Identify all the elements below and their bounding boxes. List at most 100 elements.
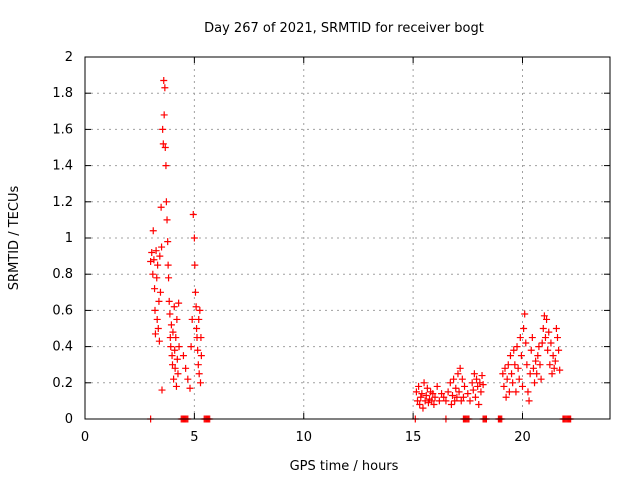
data-point-marker (196, 306, 204, 314)
data-point-marker (433, 382, 441, 390)
data-point-marker (179, 352, 187, 360)
data-point-marker (161, 84, 169, 92)
data-point-marker (156, 252, 164, 260)
data-point-marker (168, 352, 176, 360)
data-point-marker (545, 328, 553, 336)
data-point-marker (548, 370, 556, 378)
y-tick-label: 2 (65, 50, 73, 65)
y-tick-label: 1.4 (52, 159, 73, 174)
data-point-marker (156, 288, 164, 296)
data-point-marker (420, 379, 428, 387)
data-point-marker (442, 397, 450, 405)
data-point-marker (160, 77, 168, 85)
data-point-marker (184, 375, 192, 383)
data-point-marker (453, 393, 461, 401)
x-axis-label: GPS time / hours (290, 459, 399, 474)
data-point-marker (153, 274, 161, 282)
data-point-marker (197, 334, 205, 342)
data-point-marker (167, 321, 175, 329)
data-point-marker (468, 379, 476, 387)
data-point-marker (159, 125, 167, 133)
data-point-marker (527, 346, 535, 354)
data-point-marker (162, 198, 170, 206)
data-point-marker (158, 386, 166, 394)
data-point-marker (147, 258, 155, 266)
data-point-marker (154, 261, 162, 269)
data-point-marker (189, 210, 197, 218)
data-point-marker (554, 334, 561, 342)
data-point-marker (195, 370, 203, 378)
data-point-marker (457, 397, 465, 405)
data-point-marker (153, 315, 161, 323)
data-point-marker (438, 390, 446, 398)
data-points (147, 77, 575, 423)
data-point-marker (191, 288, 199, 296)
x-tick-label: 0 (81, 430, 89, 445)
data-point-marker (412, 388, 420, 396)
data-point-marker (155, 297, 163, 305)
data-point-marker (188, 315, 196, 323)
data-point-marker (175, 343, 183, 351)
data-point-marker (160, 111, 168, 119)
data-point-marker (547, 339, 555, 347)
data-point-marker (549, 352, 557, 360)
data-point-marker (191, 261, 199, 269)
data-point-marker (162, 162, 170, 170)
data-point-marker (541, 334, 549, 342)
data-point-marker (444, 388, 452, 396)
data-point-marker (535, 343, 543, 351)
data-point-marker (164, 238, 172, 246)
data-point-marker (157, 203, 165, 211)
y-tick-label: 1.2 (52, 195, 73, 210)
data-point-marker (155, 337, 163, 345)
data-point-marker (158, 243, 166, 251)
data-point-marker (151, 330, 159, 338)
data-point-marker (450, 375, 458, 383)
data-point-marker (452, 384, 460, 392)
data-point-marker (417, 393, 425, 401)
data-point-marker (536, 361, 544, 369)
data-point-marker (165, 297, 173, 305)
data-point-marker (471, 393, 479, 401)
data-point-marker (414, 397, 421, 405)
data-point-marker (510, 346, 518, 354)
data-point-marker (197, 379, 204, 387)
data-point-marker (466, 397, 474, 405)
data-point-marker (508, 370, 516, 378)
y-tick-label: 1.8 (52, 86, 73, 101)
data-point-marker (517, 352, 525, 360)
data-point-marker (522, 339, 530, 347)
data-point-marker (478, 372, 486, 380)
y-tick-label: 0 (65, 412, 73, 427)
data-point-marker (451, 397, 459, 405)
data-point-marker (525, 397, 533, 405)
data-point-marker (163, 216, 171, 224)
y-tick-label: 0.6 (52, 303, 73, 318)
data-point-marker (154, 325, 162, 332)
data-point-marker (504, 361, 512, 369)
data-point-marker (424, 399, 432, 407)
data-point-marker (173, 315, 181, 323)
data-point-marker (173, 355, 181, 363)
data-point-marker (182, 364, 190, 372)
data-point-marker (435, 397, 443, 405)
data-point-marker (171, 346, 179, 354)
data-point-marker (513, 343, 521, 351)
data-point-marker (464, 390, 472, 398)
data-point-marker (533, 370, 541, 378)
data-point-marker (151, 306, 159, 314)
data-point-marker (550, 364, 558, 372)
data-point-marker (523, 361, 531, 369)
data-point-marker (532, 357, 540, 365)
data-point-marker (194, 346, 202, 354)
data-point-marker (556, 366, 564, 374)
data-point-marker (165, 274, 173, 282)
data-point-marker (477, 388, 485, 396)
data-point-marker (501, 364, 509, 372)
data-point-marker (150, 256, 158, 264)
data-point-marker (419, 404, 427, 412)
data-point-marker (449, 391, 456, 399)
data-point-marker (195, 315, 203, 323)
data-point-marker (512, 388, 520, 396)
data-point-marker (531, 379, 539, 387)
